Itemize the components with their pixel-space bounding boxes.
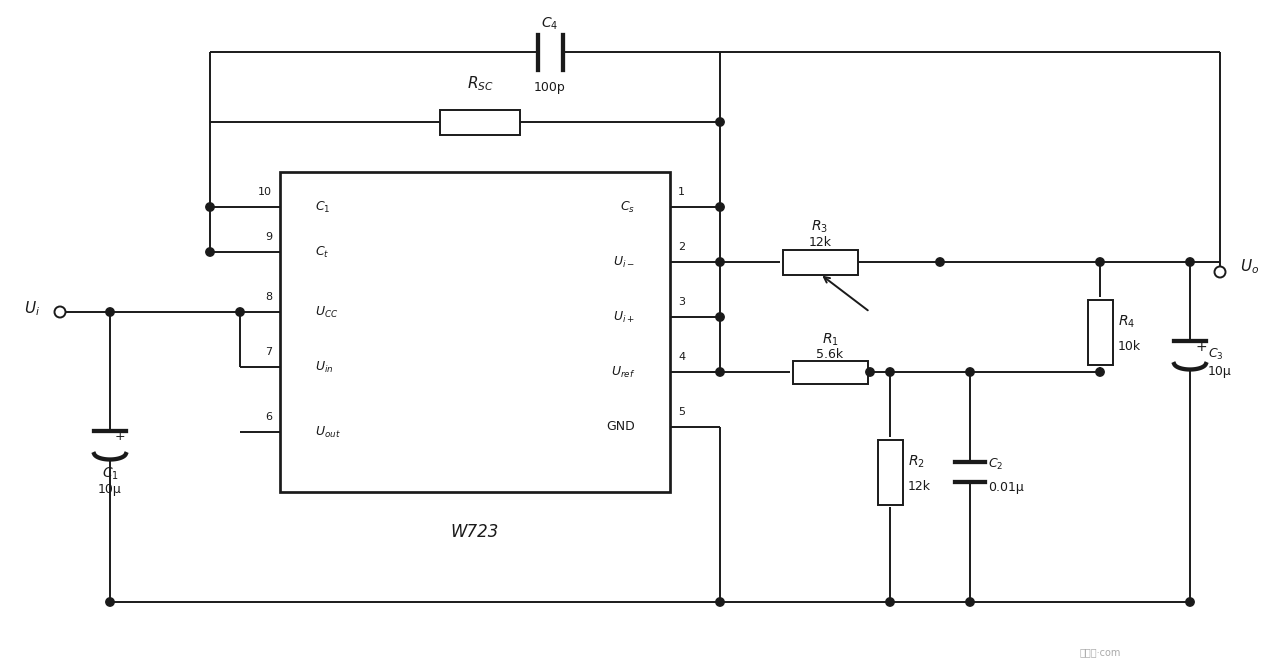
Text: 3: 3 <box>678 297 685 307</box>
Text: 1: 1 <box>678 187 685 197</box>
Text: $U_i$: $U_i$ <box>24 300 40 319</box>
Circle shape <box>716 312 725 321</box>
Text: 7: 7 <box>265 347 272 357</box>
Text: 12k: 12k <box>909 480 931 493</box>
Text: +: + <box>1196 340 1207 354</box>
Text: $U_{i+}$: $U_{i+}$ <box>614 309 635 325</box>
Circle shape <box>106 598 114 606</box>
Circle shape <box>716 258 725 266</box>
Bar <box>782 249 857 274</box>
Bar <box>1087 300 1113 364</box>
Circle shape <box>966 598 974 606</box>
Text: 接线圈·com: 接线圈·com <box>1079 647 1120 657</box>
Text: 2: 2 <box>678 242 685 252</box>
Text: $R_2$: $R_2$ <box>909 454 925 470</box>
Text: 0.01μ: 0.01μ <box>988 480 1023 493</box>
Circle shape <box>935 258 944 266</box>
Text: $U_{CC}$: $U_{CC}$ <box>315 304 338 320</box>
Text: 4: 4 <box>678 352 685 362</box>
Text: $R_{SC}$: $R_{SC}$ <box>467 75 494 93</box>
Text: 10k: 10k <box>1118 341 1141 353</box>
Text: +: + <box>115 431 125 444</box>
Text: $C_1$: $C_1$ <box>102 466 119 482</box>
Text: $C_2$: $C_2$ <box>988 456 1003 472</box>
Circle shape <box>205 248 214 256</box>
Text: $U_{i-}$: $U_{i-}$ <box>614 255 635 269</box>
Circle shape <box>966 368 974 376</box>
Text: 10μ: 10μ <box>1208 364 1231 378</box>
Bar <box>878 439 902 505</box>
Circle shape <box>716 368 725 376</box>
Circle shape <box>1185 258 1194 266</box>
Text: GND: GND <box>606 421 635 433</box>
Text: $C_3$: $C_3$ <box>1208 347 1224 362</box>
Circle shape <box>1096 368 1104 376</box>
Circle shape <box>1185 598 1194 606</box>
Text: $C_4$: $C_4$ <box>541 16 559 32</box>
Circle shape <box>205 203 214 211</box>
Circle shape <box>716 118 725 126</box>
Text: 12k: 12k <box>809 235 832 249</box>
Text: $U_o$: $U_o$ <box>1240 257 1259 276</box>
Text: 6: 6 <box>265 412 272 422</box>
Text: 5: 5 <box>678 407 685 417</box>
Circle shape <box>886 368 894 376</box>
Text: 10μ: 10μ <box>98 483 122 497</box>
Circle shape <box>716 598 725 606</box>
Text: $C_t$: $C_t$ <box>315 245 329 259</box>
Text: 5.6k: 5.6k <box>817 349 843 362</box>
Circle shape <box>106 308 114 317</box>
Text: $R_1$: $R_1$ <box>822 332 838 348</box>
Circle shape <box>886 598 894 606</box>
Text: $R_3$: $R_3$ <box>812 219 828 235</box>
Circle shape <box>1215 267 1225 278</box>
Text: $U_{ref}$: $U_{ref}$ <box>611 364 635 380</box>
Text: $R_4$: $R_4$ <box>1118 314 1136 330</box>
Text: $C_s$: $C_s$ <box>620 200 635 214</box>
Circle shape <box>866 368 874 376</box>
Text: $U_{in}$: $U_{in}$ <box>315 360 333 374</box>
Text: $U_{out}$: $U_{out}$ <box>315 425 341 439</box>
Bar <box>792 360 868 384</box>
Bar <box>440 110 521 134</box>
Text: 9: 9 <box>265 232 272 242</box>
Text: $C_1$: $C_1$ <box>315 200 330 214</box>
Circle shape <box>716 203 725 211</box>
Circle shape <box>55 306 65 317</box>
Circle shape <box>236 308 244 317</box>
Text: 10: 10 <box>258 187 272 197</box>
Text: 100p: 100p <box>535 81 565 93</box>
Circle shape <box>1096 258 1104 266</box>
Bar <box>279 172 670 492</box>
Text: W723: W723 <box>450 523 499 541</box>
Text: 8: 8 <box>265 292 272 302</box>
